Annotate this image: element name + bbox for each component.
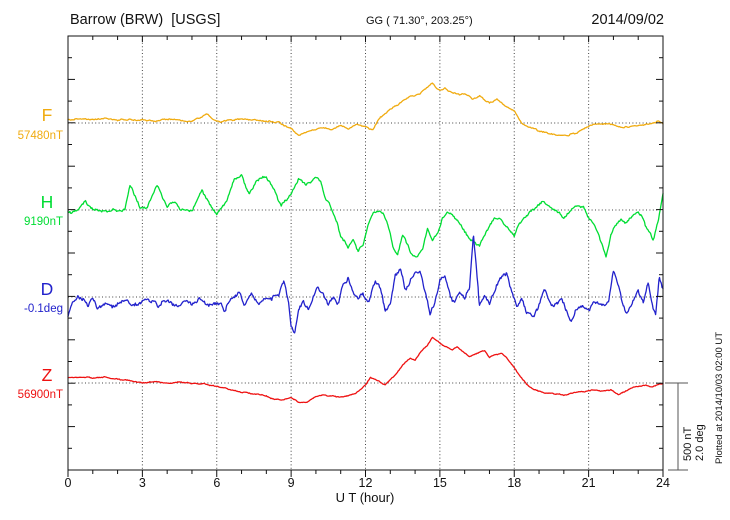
series-letter-d: D	[40, 279, 54, 299]
station-title: Barrow (BRW) [USGS]	[70, 12, 221, 28]
geographic-coords: GG ( 71.30°, 203.25°)	[366, 15, 473, 27]
series-letter-z: Z	[41, 365, 53, 385]
x-tick-label: 6	[213, 476, 220, 490]
scale-bar-deg-label: 2.0 deg	[694, 424, 706, 461]
trace-D	[67, 235, 664, 334]
x-tick-label: 21	[582, 476, 596, 490]
scale-bar-nt-label: 500 nT	[682, 426, 694, 461]
series-baseline-h: 9190nT	[23, 216, 63, 228]
series-baseline-d: -0.1deg	[23, 303, 63, 315]
series-baseline-z: 56900nT	[17, 389, 63, 401]
x-tick-label: 12	[359, 476, 373, 490]
x-tick-label: 24	[656, 476, 670, 490]
x-axis-label: U T (hour)	[336, 490, 395, 505]
trace-H	[67, 174, 664, 258]
plotted-at-note: Plotted at 2014/10/03 02:00 UT	[714, 332, 725, 464]
x-tick-label: 18	[507, 476, 521, 490]
series-baseline-f: 57480nT	[17, 130, 63, 142]
x-tick-label: 3	[139, 476, 146, 490]
trace-F	[67, 82, 664, 137]
series-letter-h: H	[40, 192, 54, 212]
series-letter-f: F	[41, 105, 53, 125]
x-tick-label: 15	[433, 476, 447, 490]
plot-date: 2014/09/02	[591, 12, 664, 28]
x-tick-label: 0	[65, 476, 72, 490]
trace-Z	[67, 336, 664, 404]
x-tick-label: 9	[288, 476, 295, 490]
